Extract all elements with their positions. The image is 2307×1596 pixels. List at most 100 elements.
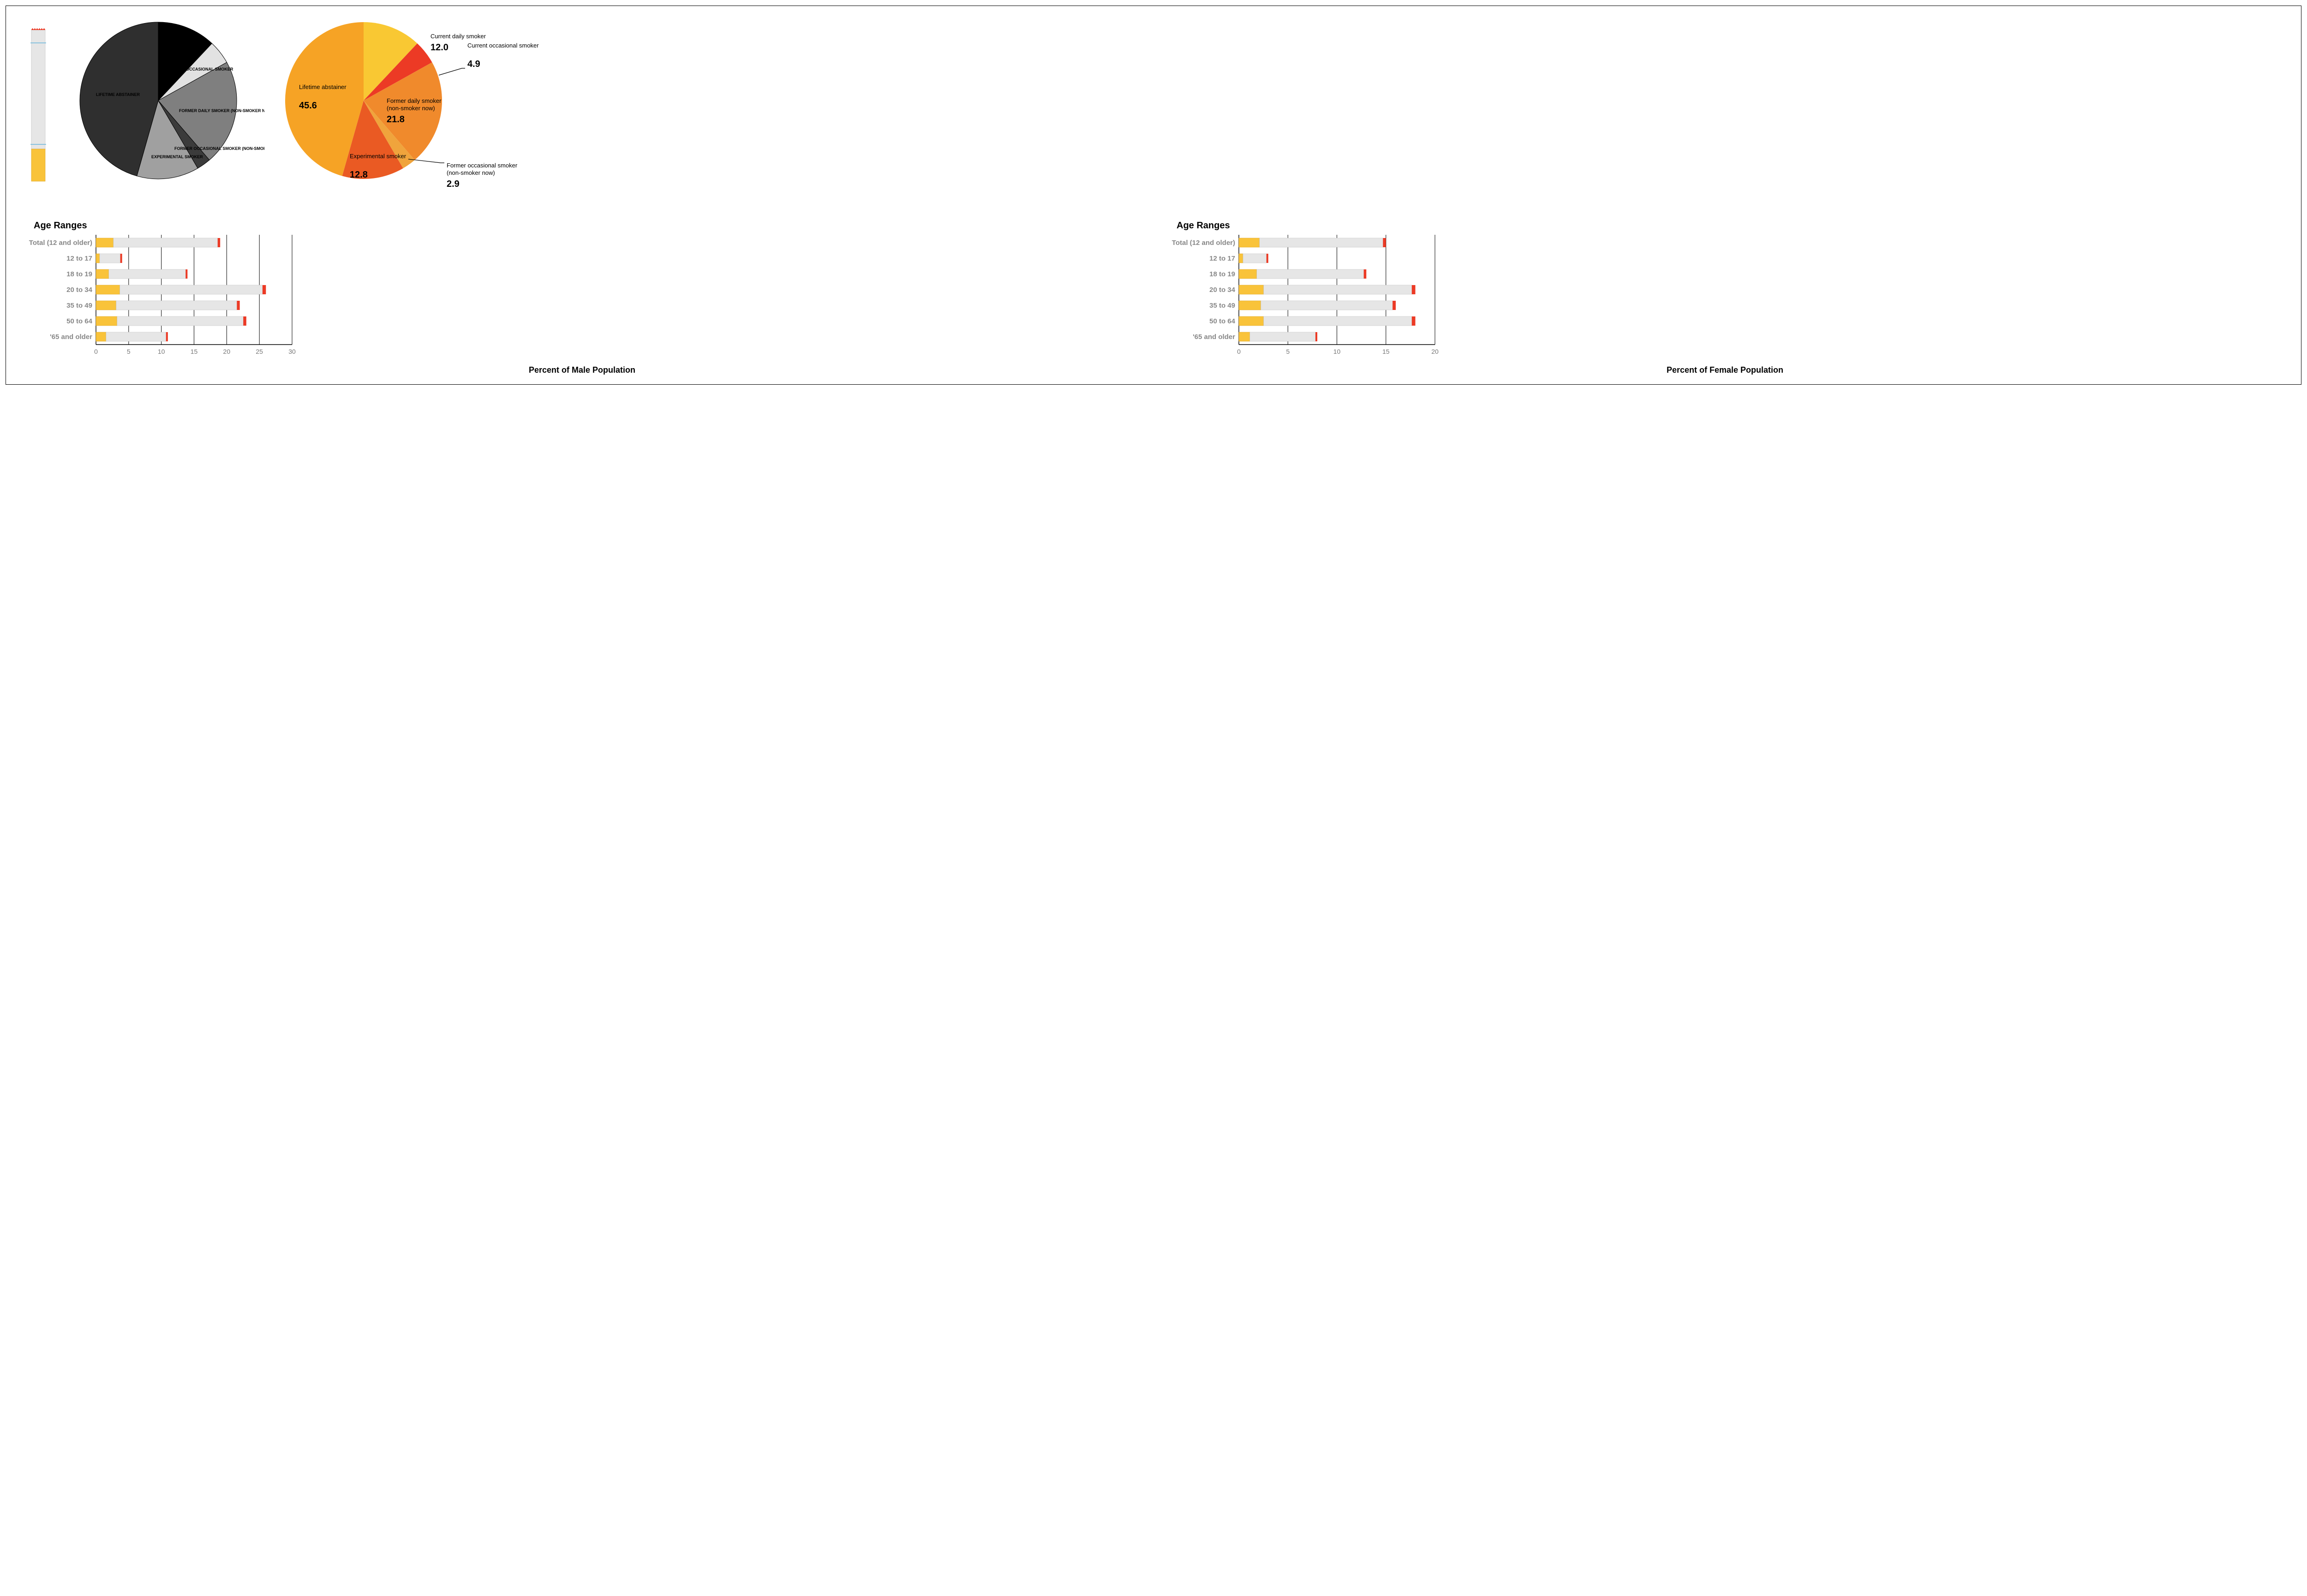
- bar-segment-paper: [109, 269, 186, 279]
- x-tick-label: 30: [288, 348, 296, 355]
- pie-slice-label: (non-smoker now): [387, 105, 435, 112]
- top-row: CU OCCASIONAL SMOKER FORMER DAILY SMOKER (…: [24, 20, 2283, 197]
- x-tick-label: 10: [158, 348, 165, 355]
- bar-segment-ember: [1412, 285, 1416, 294]
- pie-slice-value: 12.8: [350, 170, 368, 180]
- pie-slice-label: Experimental smoker: [350, 153, 406, 160]
- bar-chart-xlabel: Percent of Female Population: [1167, 365, 2283, 375]
- bar-row-label: 50 to 64: [66, 317, 93, 325]
- bar-row-label: 20 to 34: [1209, 286, 1236, 294]
- bar-segment-paper: [100, 254, 120, 263]
- bar-segment-paper: [120, 285, 263, 294]
- bar-segment-paper: [1261, 301, 1393, 310]
- pie-slice-label: Former daily smoker: [387, 97, 442, 104]
- bar-segment-filter: [1239, 301, 1261, 310]
- bar-row-label: Total (12 and older): [29, 239, 92, 247]
- pie-slice-label: FORMER OCCASIONAL SMOKER (NON-SMOKER NOW…: [174, 146, 264, 151]
- pie-slice-label: OCCASIONAL SMOKER: [186, 67, 233, 71]
- pie-slice-label: Former occasional smoker: [447, 162, 518, 169]
- bar-segment-ember: [263, 285, 266, 294]
- pie-slice-label: Current occasional smoker: [467, 42, 539, 49]
- bar-row-label: 12 to 17: [66, 255, 92, 262]
- bar-segment-paper: [106, 332, 166, 341]
- bar-segment-paper: [1260, 238, 1383, 247]
- bar-segment-ember: [243, 316, 246, 326]
- bar-row-label: 20 to 34: [66, 286, 93, 294]
- bar-row-label: 35 to 49: [1209, 302, 1235, 310]
- pie-chart-grayscale: CU OCCASIONAL SMOKER FORMER DAILY SMOKER (…: [71, 20, 264, 188]
- bar-segment-paper: [1264, 316, 1412, 326]
- bar-segment-paper: [117, 316, 244, 326]
- bar-chart-xlabel: Percent of Male Population: [24, 365, 1140, 375]
- x-tick-label: 15: [191, 348, 198, 355]
- pie-slice-label: Lifetime abstainer: [299, 83, 347, 90]
- bar-segment-paper: [116, 301, 237, 310]
- x-tick-label: 0: [1237, 348, 1241, 355]
- pie-slice-value: 12.0: [430, 42, 448, 53]
- bar-segment-ember: [1383, 238, 1386, 247]
- pie-slice-label: FORMER DAILY SMOKER (NON-SMOKER NOW): [179, 108, 264, 113]
- bar-segment-paper: [114, 238, 218, 247]
- bar-row-label: 12 to 17: [1209, 255, 1235, 262]
- bar-segment-filter: [96, 316, 117, 326]
- bar-segment-ember: [1315, 332, 1317, 341]
- bar-segment-filter: [1239, 332, 1250, 341]
- x-tick-label: 5: [1286, 348, 1290, 355]
- pie-slice-label: CU: [163, 46, 169, 51]
- bar-chart-male: Age Ranges 0 5 10 15 20 25 30 Total (12 and old…: [24, 220, 1140, 375]
- pie-slice-value: 21.8: [387, 114, 405, 125]
- bar-segment-ember: [218, 238, 220, 247]
- bar-segment-ember: [1267, 254, 1268, 263]
- bar-segment-filter: [96, 332, 106, 341]
- bar-chart-title: Age Ranges: [34, 220, 1140, 231]
- bar-segment-ember: [120, 254, 122, 263]
- pie-slice-label: LIFETIME ABSTAINER: [96, 92, 140, 97]
- bar-segment-filter: [1239, 269, 1257, 279]
- bar-segment-ember: [185, 269, 187, 279]
- bar-segment-filter: [1239, 238, 1260, 247]
- pie-slice-label: Current daily smoker: [430, 33, 486, 40]
- bar-row-label: '65 and older: [50, 333, 92, 341]
- x-tick-label: 15: [1382, 348, 1390, 355]
- x-tick-label: 5: [127, 348, 131, 355]
- bar-row-label: 18 to 19: [66, 270, 92, 278]
- bar-segment-paper: [1257, 269, 1364, 279]
- bottom-row: Age Ranges 0 5 10 15 20 25 30 Total (12 and old…: [24, 220, 2283, 375]
- bar-segment-filter: [96, 254, 100, 263]
- bar-segment-paper: [1243, 254, 1267, 263]
- bar-segment-ember: [1393, 301, 1396, 310]
- bar-segment-ember: [166, 332, 168, 341]
- x-tick-label: 20: [223, 348, 231, 355]
- bar-row-label: '65 and older: [1193, 333, 1235, 341]
- bar-segment-ember: [1412, 316, 1416, 326]
- bar-row-label: 50 to 64: [1209, 317, 1236, 325]
- bar-segment-filter: [1239, 254, 1243, 263]
- pie-slice-label: EXPERIMENTAL SMOKER: [151, 155, 203, 159]
- cigarette-illustration: [24, 20, 52, 188]
- bar-segment-filter: [96, 269, 109, 279]
- x-tick-label: 25: [256, 348, 263, 355]
- bar-segment-filter: [1239, 285, 1264, 294]
- x-tick-label: 20: [1431, 348, 1439, 355]
- bar-segment-ember: [237, 301, 239, 310]
- bar-segment-filter: [96, 285, 120, 294]
- pie-slice-value: 2.9: [447, 179, 460, 189]
- pie-slice-value: 4.9: [467, 59, 480, 69]
- bar-segment-filter: [96, 301, 116, 310]
- bar-segment-paper: [1264, 285, 1412, 294]
- bar-chart-female: Age Ranges 0 5 10 15 20 Total (12 and older) 1…: [1167, 220, 2283, 375]
- bar-chart-title: Age Ranges: [1177, 220, 2283, 231]
- pie-slice-value: 45.6: [299, 101, 317, 111]
- bar-row-label: 18 to 19: [1209, 270, 1235, 278]
- bar-row-label: Total (12 and older): [1172, 239, 1235, 247]
- bar-segment-paper: [1250, 332, 1315, 341]
- bar-segment-ember: [1364, 269, 1367, 279]
- x-tick-label: 10: [1333, 348, 1341, 355]
- bar-segment-filter: [96, 238, 114, 247]
- pie-slice-label: (non-smoker now): [447, 169, 495, 176]
- bar-segment-filter: [1239, 316, 1264, 326]
- pie-chart-color: Current daily smoker 12.0 Current occasion…: [283, 20, 2283, 197]
- x-tick-label: 0: [94, 348, 98, 355]
- infographic-frame: CU OCCASIONAL SMOKER FORMER DAILY SMOKER (…: [6, 6, 2301, 385]
- bar-row-label: 35 to 49: [66, 302, 92, 310]
